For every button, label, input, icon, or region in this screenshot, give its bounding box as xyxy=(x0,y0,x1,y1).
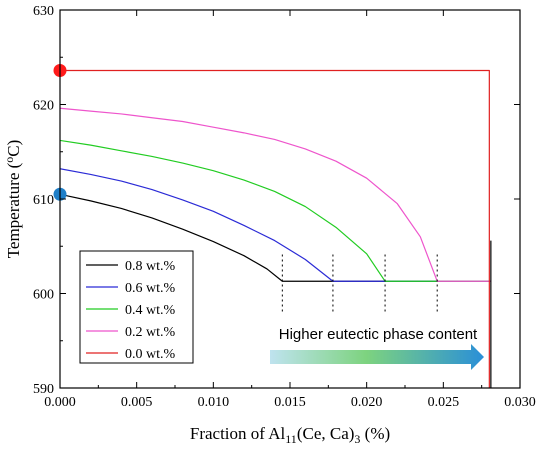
legend-label: 0.4 wt.% xyxy=(125,303,176,318)
x-tick-label: 0.000 xyxy=(44,395,76,410)
x-tick-label: 0.030 xyxy=(504,395,536,410)
y-tick-label: 600 xyxy=(33,288,54,303)
legend-label: 0.0 wt.% xyxy=(125,347,176,362)
x-tick-label: 0.015 xyxy=(274,395,306,410)
y-tick-label: 620 xyxy=(33,99,54,114)
series-line-0-4-wt- xyxy=(60,139,491,282)
x-tick-label: 0.025 xyxy=(428,395,460,410)
legend-label: 0.6 wt.% xyxy=(125,281,176,296)
series-line-0-2-wt- xyxy=(60,107,491,282)
x-axis-title-part-3: (%) xyxy=(360,424,390,443)
legend-box xyxy=(79,250,194,364)
annotation-arrow xyxy=(270,344,484,370)
axis-layer: 0.000 0.005 0.010 0.015 0.020 0.025 0.030 590 60… xyxy=(33,4,536,410)
legend-label: 0.2 wt.% xyxy=(125,325,176,340)
y-axis-title-part-2: C) xyxy=(4,140,23,157)
x-tick-label: 0.010 xyxy=(198,395,230,410)
y-axis-title: Temperature (oC) xyxy=(2,140,23,259)
y-tick-label: 610 xyxy=(33,193,54,208)
x-axis-title: Fraction of Al11(Ce, Ca)3 (%) xyxy=(190,424,390,446)
series-layer xyxy=(60,69,492,388)
series-line-0-0-wt- xyxy=(60,69,490,388)
x-axis-title-sub-1: 11 xyxy=(285,432,297,446)
x-axis-title-part-2: (Ce, Ca) xyxy=(297,424,355,443)
x-axis-title-sub-2: 3 xyxy=(354,432,360,446)
x-tick-label: 0.020 xyxy=(351,395,383,410)
y-tick-label: 590 xyxy=(33,382,54,397)
y-tick-label: 630 xyxy=(33,4,54,19)
x-axis-title-part-1: Fraction of Al xyxy=(190,424,286,443)
x-tick-label: 0.005 xyxy=(121,395,153,410)
y-axis-title-sup: o xyxy=(2,157,16,163)
y-axis-title-part-1: Temperature ( xyxy=(4,162,23,258)
annotation-text: Higher eutectic phase content xyxy=(279,326,478,343)
legend-items: 0.8 wt.% 0.6 wt.% 0.4 wt.% 0.2 wt.% 0.0 wt.% xyxy=(86,259,176,362)
legend-label: 0.8 wt.% xyxy=(125,259,176,274)
legend: 0.8 wt.% 0.6 wt.% 0.4 wt.% 0.2 wt.% 0.0 wt.% xyxy=(79,250,194,364)
